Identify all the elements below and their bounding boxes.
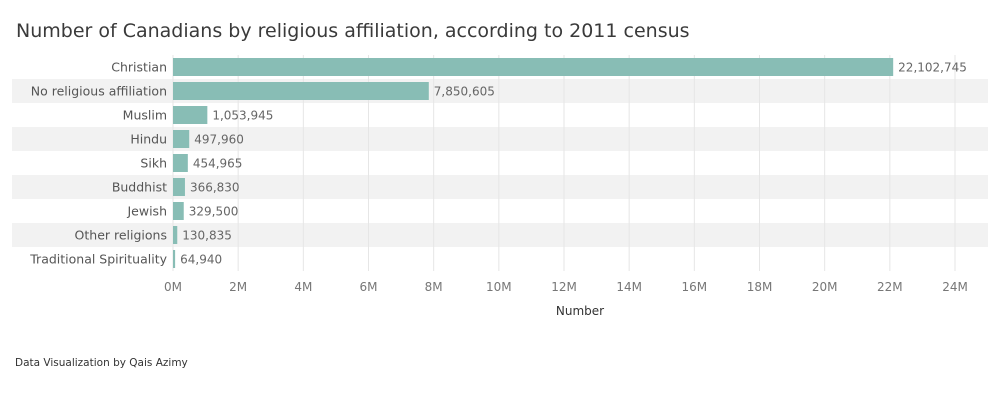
credit-text: Data Visualization by Qais Azimy xyxy=(15,357,188,369)
x-axis-title: Number xyxy=(556,304,604,318)
value-label: 454,965 xyxy=(193,157,243,171)
x-tick-label: 22M xyxy=(877,280,903,294)
x-tick-label: 8M xyxy=(425,280,443,294)
value-label: 497,960 xyxy=(194,133,244,147)
bar xyxy=(173,202,184,220)
category-label: Jewish xyxy=(126,204,167,219)
chart-title: Number of Canadians by religious affilia… xyxy=(16,20,690,42)
category-label: No religious affiliation xyxy=(31,84,167,99)
category-label: Sikh xyxy=(140,156,167,171)
value-label: 7,850,605 xyxy=(434,85,495,99)
category-label: Hindu xyxy=(130,132,167,147)
bar xyxy=(173,82,429,100)
category-label: Christian xyxy=(111,60,167,75)
category-label: Other religions xyxy=(75,228,167,243)
value-labels: 22,102,745 7,850,605 1,053,945 497,960 454,9… xyxy=(180,61,967,267)
bar xyxy=(173,106,208,124)
x-tick-label: 20M xyxy=(812,280,838,294)
value-label: 329,500 xyxy=(189,205,239,219)
bar xyxy=(173,226,178,244)
bar xyxy=(173,154,188,172)
x-axis-ticks: 0M 2M 4M 6M 8M 10M 12M 14M 16M 18M 20M 22M 24M xyxy=(164,280,968,294)
bar xyxy=(173,250,176,268)
x-tick-label: 0M xyxy=(164,280,182,294)
x-tick-label: 24M xyxy=(942,280,968,294)
category-label: Buddhist xyxy=(112,180,167,195)
bar xyxy=(173,58,894,76)
category-label: Traditional Spirituality xyxy=(29,252,167,267)
value-label: 22,102,745 xyxy=(898,61,967,75)
bars xyxy=(173,58,894,268)
x-tick-label: 18M xyxy=(747,280,773,294)
value-label: 64,940 xyxy=(180,253,222,267)
bar xyxy=(173,178,185,196)
x-tick-label: 16M xyxy=(682,280,708,294)
x-tick-label: 4M xyxy=(294,280,312,294)
value-label: 366,830 xyxy=(190,181,240,195)
category-label: Muslim xyxy=(123,108,167,123)
category-labels: Christian No religious affiliation Muslim H… xyxy=(29,60,167,267)
value-label: 1,053,945 xyxy=(212,109,273,123)
bar xyxy=(173,130,190,148)
x-tick-label: 10M xyxy=(486,280,512,294)
x-tick-label: 14M xyxy=(616,280,642,294)
x-tick-label: 12M xyxy=(551,280,577,294)
x-tick-label: 6M xyxy=(360,280,378,294)
value-label: 130,835 xyxy=(182,229,232,243)
x-tick-label: 2M xyxy=(229,280,247,294)
